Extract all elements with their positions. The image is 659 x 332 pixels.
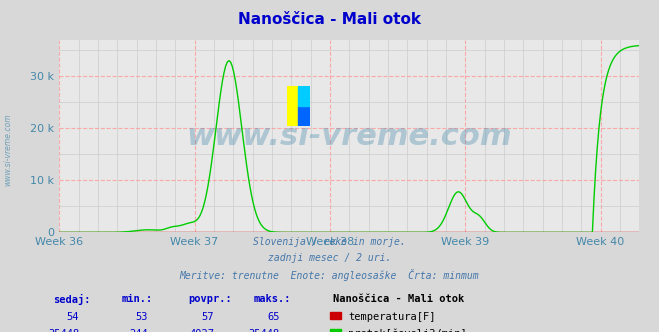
- Text: 35448: 35448: [48, 329, 79, 332]
- Text: www.si-vreme.com: www.si-vreme.com: [186, 122, 512, 151]
- Text: 4027: 4027: [189, 329, 214, 332]
- Text: 65: 65: [268, 312, 280, 322]
- Text: zadnji mesec / 2 uri.: zadnji mesec / 2 uri.: [268, 253, 391, 263]
- Text: Nanoščica - Mali otok: Nanoščica - Mali otok: [333, 294, 464, 304]
- Text: www.si-vreme.com: www.si-vreme.com: [3, 113, 13, 186]
- Text: 244: 244: [130, 329, 148, 332]
- Text: min.:: min.:: [122, 294, 153, 304]
- Text: pretok[čevelj3/min]: pretok[čevelj3/min]: [348, 329, 467, 332]
- Text: 54: 54: [67, 312, 79, 322]
- Text: temperatura[F]: temperatura[F]: [348, 312, 436, 322]
- Text: Slovenija / reke in morje.: Slovenija / reke in morje.: [253, 237, 406, 247]
- Text: 57: 57: [202, 312, 214, 322]
- Bar: [287, 86, 298, 126]
- Text: 35448: 35448: [249, 329, 280, 332]
- Text: povpr.:: povpr.:: [188, 294, 231, 304]
- Text: sedaj:: sedaj:: [53, 294, 90, 305]
- Bar: [298, 106, 310, 126]
- Text: Meritve: trenutne  Enote: angleosaške  Črta: minmum: Meritve: trenutne Enote: angleosaške Črt…: [180, 269, 479, 281]
- Text: maks.:: maks.:: [254, 294, 291, 304]
- Text: Nanoščica - Mali otok: Nanoščica - Mali otok: [238, 12, 421, 27]
- Text: 53: 53: [136, 312, 148, 322]
- Bar: [298, 86, 310, 106]
